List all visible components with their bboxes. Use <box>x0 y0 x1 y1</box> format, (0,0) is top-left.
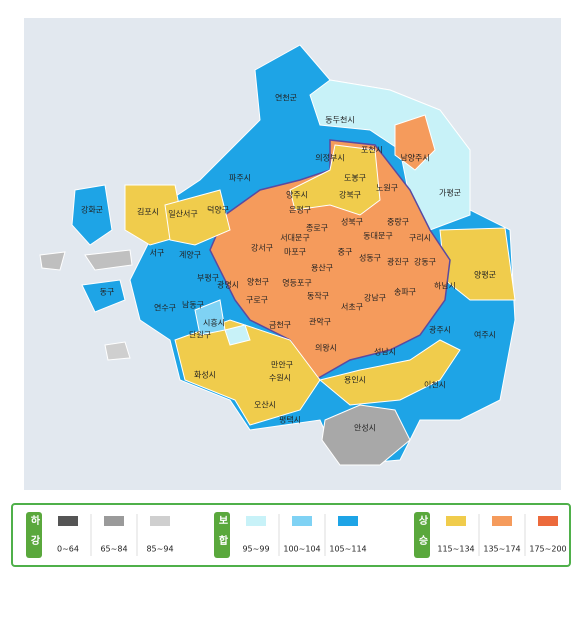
region-label: 영등포구 <box>282 278 311 288</box>
legend-item-label: 0~64 <box>57 545 79 554</box>
region-label: 일산서구 <box>168 209 197 219</box>
legend-item-label: 175~200 <box>529 545 566 554</box>
region-label: 덕양구 <box>207 205 229 215</box>
region-label: 성남시 <box>374 348 396 357</box>
region-label: 구리시 <box>409 234 431 243</box>
region-label: 단원구 <box>189 330 211 340</box>
region-label: 남동구 <box>182 301 204 310</box>
region-label: 양천구 <box>247 277 269 287</box>
legend-swatch <box>538 516 558 526</box>
region-label: 수원시 <box>269 374 291 383</box>
legend-item-label: 135~174 <box>483 545 520 554</box>
region-label: 동구 <box>100 288 115 297</box>
region-label: 도봉구 <box>344 174 366 183</box>
legend-swatch <box>492 516 512 526</box>
region-label: 연천군 <box>275 93 297 103</box>
region-label: 안성시 <box>354 423 376 433</box>
region-label: 양평군 <box>474 270 496 280</box>
region-label: 서구 <box>150 249 165 258</box>
region-label: 강화군 <box>81 205 103 215</box>
legend-item-label: 115~134 <box>437 545 474 554</box>
region-label: 중구 <box>338 248 353 257</box>
legend-box <box>11 503 571 567</box>
region-label: 계양구 <box>179 250 201 260</box>
legend-group-label: 상승 <box>416 514 428 555</box>
region-label: 중랑구 <box>387 217 409 227</box>
region-label: 의왕시 <box>315 343 337 353</box>
region-label: 만안구 <box>271 360 293 370</box>
region-label: 김포시 <box>137 207 159 217</box>
region-label: 가평군 <box>439 188 461 198</box>
region-label: 오산시 <box>254 400 276 410</box>
region-label: 마포구 <box>284 248 306 257</box>
region-label: 광진구 <box>387 257 409 267</box>
region-label: 광명시 <box>217 280 239 290</box>
region-label: 이천시 <box>424 380 446 390</box>
region-label: 용인시 <box>344 375 366 385</box>
region-label: 화성시 <box>194 371 216 380</box>
region-label: 남양주시 <box>400 154 429 163</box>
region-label: 송파구 <box>394 288 416 297</box>
region-label: 동작구 <box>307 291 329 301</box>
legend-group-tab <box>214 512 230 558</box>
legend-group-label: 하강 <box>28 514 40 555</box>
region-label: 광주시 <box>429 325 451 335</box>
region-label: 서대문구 <box>280 234 309 243</box>
legend-item-label: 100~104 <box>283 545 320 554</box>
region-label: 노원구 <box>376 184 398 193</box>
region-label: 강남구 <box>364 293 386 303</box>
legend-swatch <box>246 516 266 526</box>
legend-swatch <box>104 516 124 526</box>
region-label: 용산구 <box>311 263 333 273</box>
legend-swatch <box>292 516 312 526</box>
region-label: 연수구 <box>154 304 176 313</box>
region-label: 관악구 <box>309 317 331 327</box>
region-label: 의정부시 <box>315 153 344 163</box>
region-label: 평택시 <box>279 415 301 425</box>
region-label: 양주시 <box>286 191 308 200</box>
region-label: 구로구 <box>246 296 268 305</box>
map-shapes <box>39 44 516 466</box>
legend-group-tab <box>414 512 430 558</box>
legend-item-label: 95~99 <box>242 545 269 554</box>
legend-group-tab <box>26 512 42 558</box>
region-label: 여주시 <box>474 330 496 340</box>
legend-item-label: 105~114 <box>329 545 366 554</box>
legend-swatch <box>58 516 78 526</box>
region-label: 종로구 <box>306 224 328 233</box>
legend: 하강 0~64 65~84 85~94 보합 95~99 100~104 105~114 상승 1… <box>26 512 567 558</box>
region-label: 성북구 <box>341 218 363 227</box>
region-label: 금천구 <box>269 320 291 330</box>
region-label: 부평구 <box>197 273 219 283</box>
legend-item-label: 65~84 <box>100 545 127 554</box>
region-label: 동대문구 <box>363 232 392 241</box>
region-label: 시흥시 <box>203 318 225 328</box>
legend-swatch <box>446 516 466 526</box>
legend-swatch <box>150 516 170 526</box>
region-label: 하남시 <box>434 281 456 291</box>
region-label: 은평구 <box>289 205 311 215</box>
region-label: 포천시 <box>361 145 383 155</box>
region-label: 성동구 <box>359 254 381 263</box>
region-label: 동두천시 <box>325 115 354 125</box>
region-label: 강서구 <box>251 243 273 253</box>
region-label: 파주시 <box>229 174 251 183</box>
legend-group-label: 보합 <box>216 515 228 555</box>
legend-item-label: 85~94 <box>146 545 173 554</box>
region-label: 서초구 <box>341 303 363 312</box>
region-label: 강동구 <box>414 257 436 267</box>
legend-swatch <box>338 516 358 526</box>
region-label: 강북구 <box>339 190 361 200</box>
